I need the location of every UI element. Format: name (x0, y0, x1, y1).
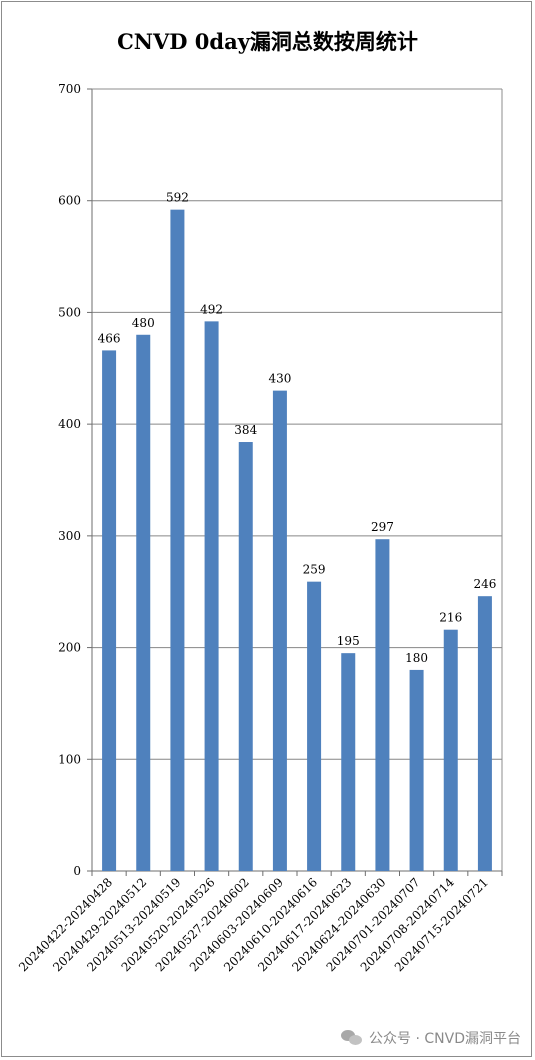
data-label: 259 (303, 563, 326, 577)
bar (307, 581, 322, 871)
y-tick-label: 500 (58, 305, 81, 319)
gridlines (92, 88, 502, 760)
bar (477, 596, 492, 871)
data-labels: 466 480 592 492 384 430 259 195 297 180 216 246 (98, 191, 497, 665)
bar (375, 539, 390, 871)
bar (102, 350, 117, 871)
bar (136, 334, 151, 871)
bar (170, 209, 185, 871)
y-tick-label: 400 (58, 417, 81, 431)
bar (238, 442, 253, 871)
data-label: 480 (132, 316, 155, 330)
x-tick-labels: 20240422-2024042820240429-20240512202405… (16, 875, 491, 974)
data-label: 180 (405, 651, 428, 665)
data-label: 297 (371, 520, 394, 534)
data-label: 195 (337, 634, 360, 648)
bar (272, 390, 287, 871)
bars (102, 209, 492, 871)
data-label: 492 (200, 302, 223, 316)
data-label: 430 (268, 372, 291, 386)
wechat-icon (341, 1030, 363, 1046)
y-tick-labels: 0 100 200 300 400 500 600 700 (58, 82, 81, 878)
y-tick-label: 0 (73, 864, 81, 878)
y-tick-label: 300 (58, 529, 81, 543)
bar (409, 669, 424, 871)
bar (341, 653, 356, 871)
watermark: 公众号 · CNVD漏洞平台 (341, 1028, 521, 1048)
bar (204, 321, 219, 871)
axes (87, 88, 503, 876)
y-tick-label: 100 (58, 752, 81, 766)
data-label: 216 (439, 611, 462, 625)
data-label: 246 (473, 577, 496, 591)
data-label: 466 (98, 331, 121, 345)
watermark-text: 公众号 · CNVD漏洞平台 (369, 1031, 521, 1047)
y-tick-label: 600 (58, 194, 81, 208)
data-label: 592 (166, 191, 189, 205)
chart-title: CNVD 0day漏洞总数按周统计 (117, 29, 418, 54)
data-label: 384 (234, 423, 257, 437)
y-tick-label: 700 (58, 82, 81, 96)
y-tick-label: 200 (58, 641, 81, 655)
bar (443, 629, 458, 871)
